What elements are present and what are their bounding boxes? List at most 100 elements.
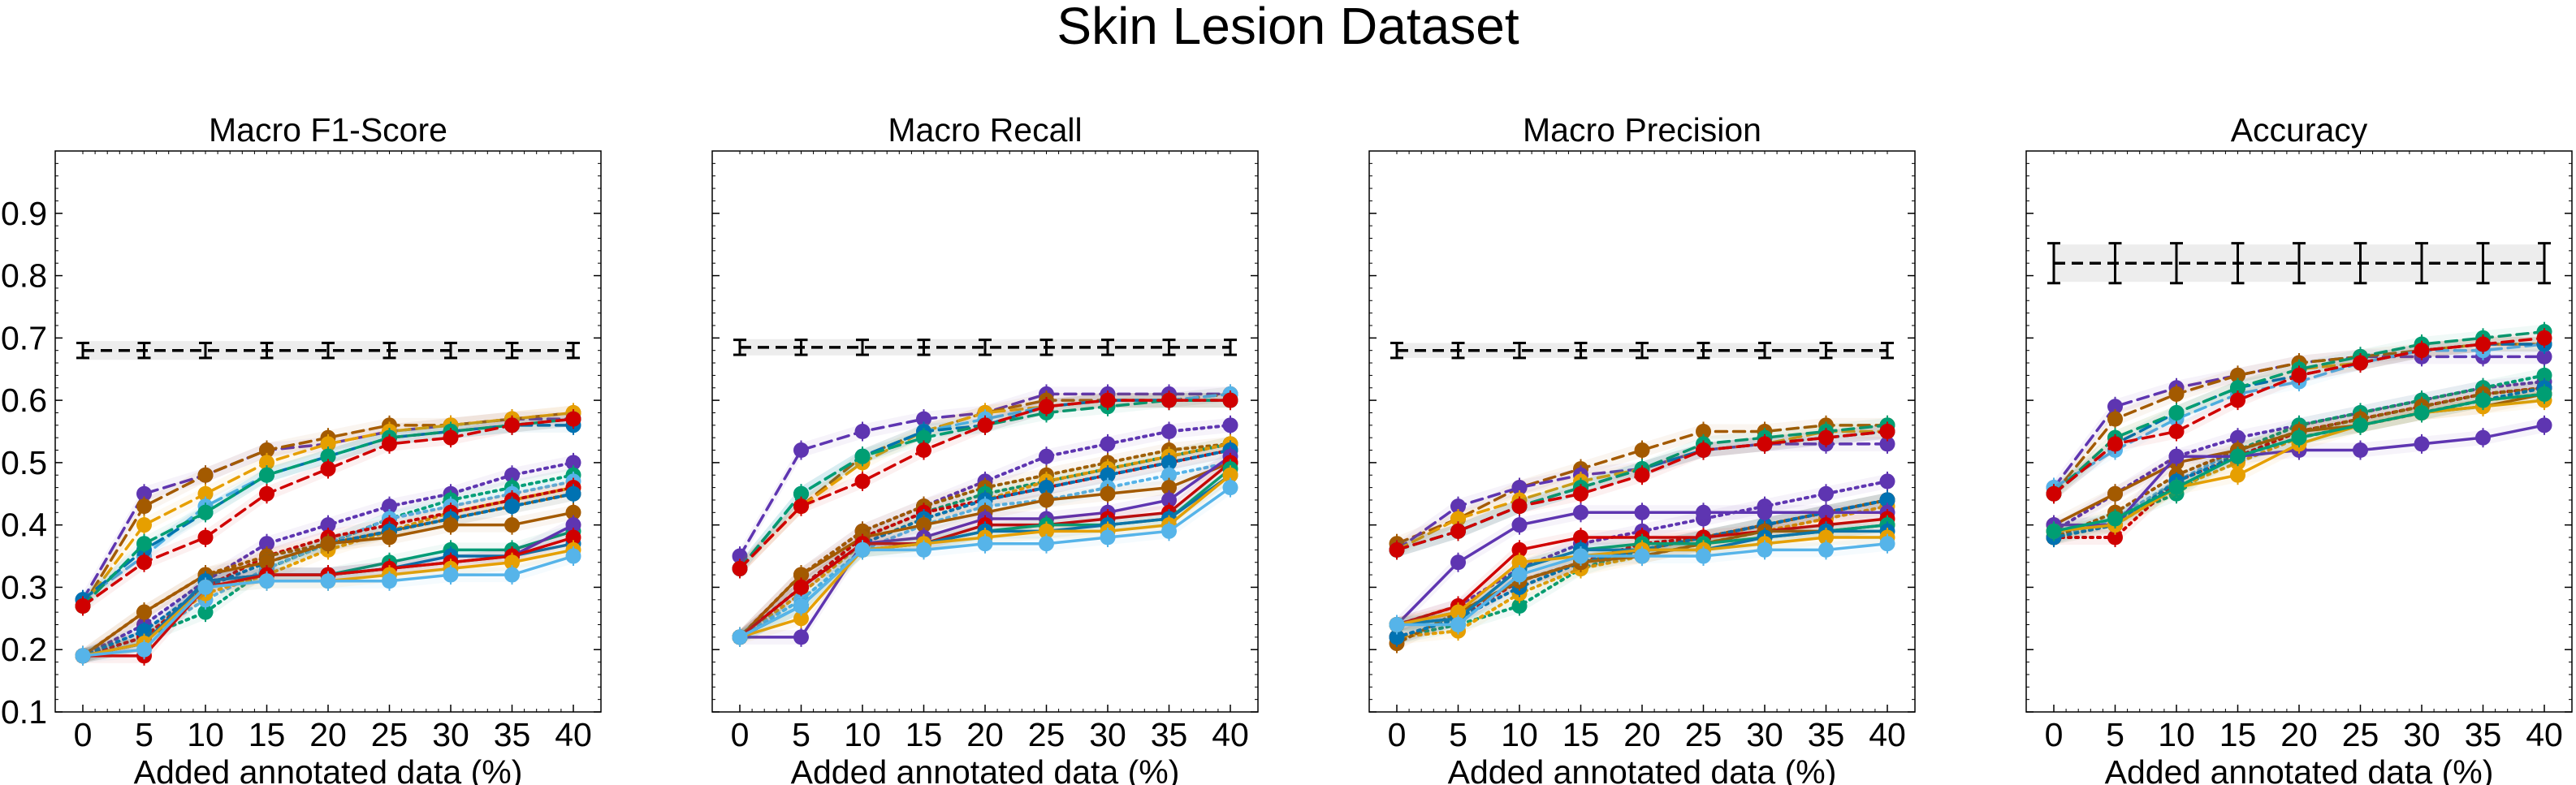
data-point [1161,455,1177,471]
data-point [2353,417,2368,433]
y-tick-label: 0.7 [1,319,47,356]
data-point [2353,355,2368,371]
x-tick-label: 30 [1089,716,1126,753]
data-point [2230,429,2245,446]
x-tick-label: 40 [2526,716,2563,753]
data-point [793,610,809,627]
series-band [83,517,573,663]
data-point [2353,442,2368,459]
x-tick-label: 25 [1685,716,1722,753]
data-point [2475,429,2491,446]
series-band [2054,386,2544,533]
figure-title: Skin Lesion Dataset [1057,0,1519,55]
data-point [2536,417,2552,433]
x-tick-label: 0 [2045,716,2064,753]
data-point [1573,504,1588,520]
data-point [2107,485,2123,502]
data-point [1450,604,1466,620]
data-point [2475,392,2491,408]
data-point [320,461,336,477]
data-point [1879,492,1895,508]
data-point [1818,541,1834,558]
data-point [565,517,581,533]
data-point [1511,498,1528,515]
x-tick-label: 40 [555,716,592,753]
series-band [83,473,573,663]
y-tick-label: 0.8 [1,257,47,295]
data-point [1634,467,1650,483]
data-point [1696,548,1711,564]
data-point [136,604,152,620]
data-point [732,629,748,645]
data-point [1879,473,1895,490]
data-point [443,517,459,533]
data-point [136,517,152,533]
data-point [565,485,581,502]
data-point [2536,330,2552,346]
data-point [1389,617,1405,633]
data-point [2168,480,2185,496]
data-point [1389,541,1405,558]
y-tick-label: 0.6 [1,382,47,419]
x-tick-label: 20 [2280,716,2318,753]
x-tick-label: 25 [2342,716,2379,753]
x-tick-label: 40 [1869,716,1906,753]
x-tick-label: 5 [135,716,153,753]
data-point [259,554,274,571]
data-point [1511,597,1528,614]
data-point [443,567,459,583]
data-point [1222,480,1238,496]
data-point [793,579,809,595]
data-point [854,473,871,490]
data-point [1450,523,1466,539]
data-point [1100,529,1116,546]
data-point [916,429,931,446]
data-point [2230,367,2245,383]
data-point [1573,548,1588,564]
data-point [1039,399,1054,415]
data-point [793,597,809,614]
data-point [504,567,520,583]
data-point [977,536,993,552]
data-point [2536,367,2552,383]
data-point [1039,523,1054,539]
data-point [1511,567,1528,583]
y-tick-label: 0.5 [1,444,47,481]
x-tick-label: 35 [494,716,531,753]
data-point [1161,492,1177,508]
x-tick-label: 5 [1449,716,1467,753]
data-point [1450,617,1466,633]
x-axis-label: Added annotated data (%) [1448,753,1837,785]
data-point [504,554,520,571]
data-point [565,504,581,520]
series-band [740,393,1230,576]
data-point [1161,523,1177,539]
data-point [1039,492,1054,508]
data-point [1573,529,1588,546]
data-point [1757,541,1773,558]
data-point [504,417,520,433]
y-tick-label: 0.1 [1,693,47,731]
data-point [1100,467,1116,483]
series-band [740,436,1230,645]
data-point [2475,336,2491,352]
x-tick-label: 40 [1212,716,1249,753]
data-point [2168,424,2185,439]
data-point [136,623,152,639]
x-tick-label: 0 [1388,716,1407,753]
data-point [732,560,748,576]
x-tick-label: 20 [966,716,1004,753]
data-point [565,455,581,471]
data-point [320,573,336,589]
series-band [1397,436,1887,558]
data-point [854,424,871,439]
data-point [320,536,336,552]
data-point [1757,504,1773,520]
x-tick-label: 0 [731,716,750,753]
data-point [565,529,581,546]
data-point [2168,404,2185,421]
data-point [1696,442,1711,459]
data-point [1450,511,1466,527]
data-point [1879,424,1895,439]
data-point [197,529,214,546]
